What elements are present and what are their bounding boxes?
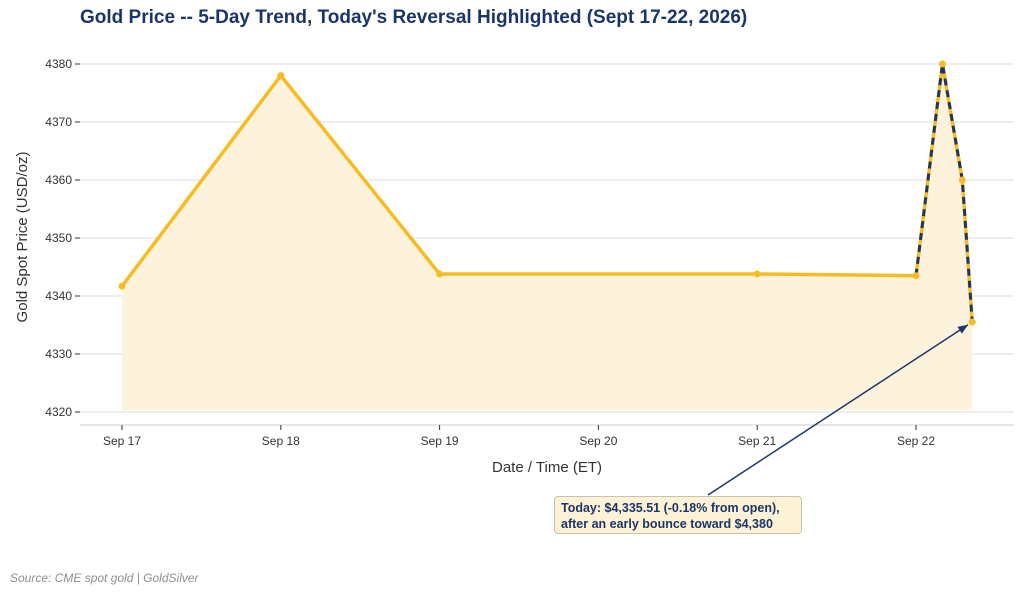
data-point: [958, 176, 966, 184]
annotation-arrow-head: [957, 324, 969, 334]
series-lines: [120, 62, 974, 323]
x-tick-label: Sep 18: [262, 434, 300, 448]
x-tick-label: Sep 17: [103, 434, 141, 448]
area-fill-shape: [122, 64, 973, 410]
y-tick-label: 4350: [45, 231, 72, 245]
y-tick-label: 4370: [45, 115, 72, 129]
y-axis-label: Gold Spot Price (USD/oz): [14, 152, 31, 323]
data-point: [912, 272, 920, 280]
series-line-highlight: [914, 62, 974, 323]
source-note: Source: CME spot gold | GoldSilver: [10, 571, 199, 585]
y-tick-label: 4330: [45, 347, 72, 361]
tick-labels: 4320 4330 4340 4350 4360 4370 4380 Sep 17 Sep 18…: [45, 57, 935, 448]
data-point: [118, 282, 126, 290]
axes: [75, 63, 1014, 430]
chart-title: Gold Price -- 5-Day Trend, Today's Rever…: [80, 7, 748, 28]
data-point: [968, 318, 976, 326]
data-point: [436, 270, 444, 278]
series-line-main: [120, 62, 974, 323]
data-point: [753, 270, 761, 278]
annotation-arrow: [707, 324, 969, 496]
data-point: [277, 72, 285, 80]
y-tick-label: 4360: [45, 173, 72, 187]
x-tick-label: Sep 21: [738, 434, 776, 448]
y-tick-label: 4340: [45, 289, 72, 303]
data-points: [118, 60, 976, 326]
annotation-arrow-line: [707, 324, 969, 496]
x-axis-label: Date / Time (ET): [492, 459, 602, 476]
y-tick-label: 4320: [45, 405, 72, 419]
y-tick-label: 4380: [45, 57, 72, 71]
annotation-line-1: Today: $4,335.51 (-0.18% from open),: [561, 501, 780, 515]
x-tick-label: Sep 22: [897, 434, 935, 448]
annotation-box: Today: $4,335.51 (-0.18% from open), aft…: [554, 496, 802, 534]
data-point: [938, 60, 946, 68]
annotation-line-2: after an early bounce toward $4,380: [561, 517, 773, 531]
area-fill: [122, 64, 973, 410]
x-tick-label: Sep 20: [579, 434, 617, 448]
x-tick-label: Sep 19: [421, 434, 459, 448]
